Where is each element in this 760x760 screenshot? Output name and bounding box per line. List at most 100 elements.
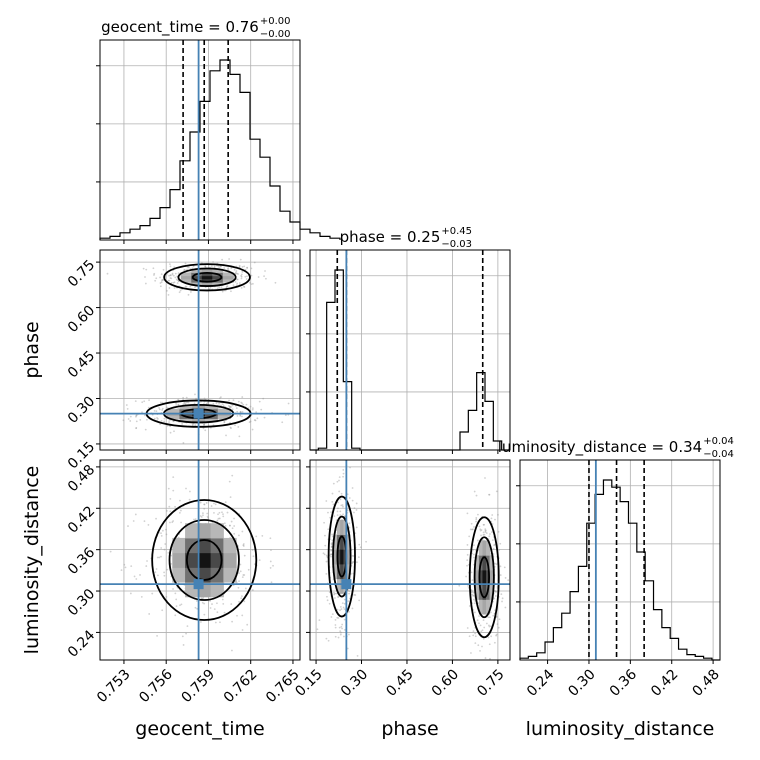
scatter-point-geocent_time|phase xyxy=(251,428,254,431)
scatter-point-geocent_time|phase xyxy=(236,278,239,281)
scatter-point-geocent_time|luminosity_distance xyxy=(169,510,172,513)
scatter-point-geocent_time|luminosity_distance xyxy=(228,524,231,527)
scatter-point-geocent_time|phase xyxy=(241,411,244,413)
scatter-point-geocent_time|phase xyxy=(153,274,155,276)
scatter-point-geocent_time|phase xyxy=(169,277,172,279)
scatter-point-phase|luminosity_distance xyxy=(340,504,343,507)
scatter-point-geocent_time|phase xyxy=(203,424,205,427)
density-block-phase|luminosity_distance xyxy=(340,534,344,550)
scatter-point-geocent_time|phase xyxy=(204,429,207,432)
y-tick-label-luminosity_distance-1: 0.30 xyxy=(65,586,98,619)
scatter-point-phase|luminosity_distance xyxy=(499,542,502,545)
scatter-point-phase|luminosity_distance xyxy=(470,589,473,592)
scatter-point-geocent_time|phase xyxy=(155,277,158,280)
scatter-point-geocent_time|luminosity_distance xyxy=(210,505,213,507)
scatter-point-phase|luminosity_distance xyxy=(479,624,482,627)
scatter-point-geocent_time|phase xyxy=(167,293,170,296)
scatter-point-geocent_time|phase xyxy=(159,401,162,404)
x-tick-label-phase-1: 0.30 xyxy=(338,666,371,699)
density-block-phase|luminosity_distance xyxy=(482,540,487,556)
scatter-point-phase|luminosity_distance xyxy=(339,510,342,513)
scatter-point-geocent_time|luminosity_distance xyxy=(123,563,126,566)
scatter-point-phase|luminosity_distance xyxy=(338,476,341,478)
scatter-point-geocent_time|phase xyxy=(158,407,160,409)
scatter-point-geocent_time|luminosity_distance xyxy=(156,556,159,559)
scatter-point-geocent_time|phase xyxy=(163,420,166,423)
scatter-point-geocent_time|phase xyxy=(190,291,192,293)
scatter-point-geocent_time|phase xyxy=(207,401,210,404)
scatter-point-geocent_time|luminosity_distance xyxy=(209,607,212,609)
scatter-point-phase|luminosity_distance xyxy=(477,644,480,647)
scatter-point-geocent_time|phase xyxy=(240,287,243,289)
title-sub-geocent_time: −0.00 xyxy=(260,29,291,40)
scatter-point-geocent_time|phase xyxy=(176,279,179,282)
scatter-point-phase|luminosity_distance xyxy=(472,594,475,597)
scatter-point-geocent_time|phase xyxy=(127,418,130,420)
scatter-point-phase|luminosity_distance xyxy=(331,492,334,495)
scatter-point-geocent_time|phase xyxy=(239,411,242,413)
scatter-point-geocent_time|phase xyxy=(177,272,180,275)
scatter-point-geocent_time|phase xyxy=(239,411,242,414)
density-block-geocent_time|luminosity_distance xyxy=(185,523,199,539)
scatter-point-geocent_time|luminosity_distance xyxy=(272,564,274,567)
axes-frame-diag-luminosity_distance xyxy=(519,459,721,661)
scatter-point-geocent_time|phase xyxy=(238,435,241,438)
scatter-point-geocent_time|luminosity_distance xyxy=(199,501,202,504)
density-block-phase|luminosity_distance xyxy=(333,549,338,565)
scatter-point-geocent_time|phase xyxy=(255,411,258,414)
density-block-geocent_time|phase xyxy=(179,405,193,410)
scatter-point-geocent_time|phase xyxy=(208,288,211,290)
scatter-point-geocent_time|luminosity_distance xyxy=(120,569,123,572)
scatter-point-geocent_time|phase xyxy=(154,279,157,282)
scatter-point-geocent_time|phase xyxy=(194,424,197,426)
scatter-point-phase|luminosity_distance xyxy=(471,593,474,596)
contour-geocent_time|phase-0-1 xyxy=(177,267,237,287)
truth-marker-phase|luminosity_distance xyxy=(341,579,352,590)
density-block-geocent_time|phase xyxy=(217,408,232,413)
scatter-point-geocent_time|luminosity_distance xyxy=(222,515,225,518)
density-block-geocent_time|luminosity_distance xyxy=(210,523,224,539)
scatter-point-geocent_time|phase xyxy=(213,265,216,268)
scatter-point-geocent_time|luminosity_distance xyxy=(143,520,146,523)
scatter-point-phase|luminosity_distance xyxy=(468,635,471,638)
scatter-point-phase|luminosity_distance xyxy=(353,593,356,596)
scatter-point-phase|luminosity_distance xyxy=(332,482,335,485)
scatter-point-geocent_time|phase xyxy=(171,272,174,275)
scatter-point-geocent_time|phase xyxy=(181,423,184,425)
scatter-point-geocent_time|phase xyxy=(195,397,197,400)
scatter-point-geocent_time|phase xyxy=(173,281,176,284)
scatter-point-geocent_time|luminosity_distance xyxy=(155,517,157,520)
density-block-geocent_time|phase xyxy=(212,269,224,273)
scatter-point-geocent_time|luminosity_distance xyxy=(179,509,182,512)
scatter-point-phase|luminosity_distance xyxy=(503,566,506,569)
density-block-geocent_time|phase xyxy=(222,278,234,283)
scatter-point-phase|luminosity_distance xyxy=(472,634,475,637)
scatter-point-geocent_time|phase xyxy=(153,272,156,275)
scatter-point-geocent_time|phase xyxy=(263,416,266,419)
scatter-point-geocent_time|phase xyxy=(209,286,212,289)
scatter-point-geocent_time|phase xyxy=(250,283,253,286)
scatter-point-geocent_time|luminosity_distance xyxy=(147,524,150,526)
scatter-point-phase|luminosity_distance xyxy=(336,514,339,517)
density-block-geocent_time|phase xyxy=(180,272,192,277)
scatter-point-phase|luminosity_distance xyxy=(485,532,488,535)
scatter-point-phase|luminosity_distance xyxy=(330,546,333,548)
scatter-point-phase|luminosity_distance xyxy=(475,518,478,521)
scatter-point-geocent_time|phase xyxy=(168,279,171,282)
scatter-point-geocent_time|luminosity_distance xyxy=(160,532,162,535)
density-block-geocent_time|phase xyxy=(166,408,180,413)
scatter-point-geocent_time|luminosity_distance xyxy=(203,507,206,510)
density-block-phase|luminosity_distance xyxy=(489,555,494,571)
scatter-point-geocent_time|phase xyxy=(265,277,267,280)
density-block-geocent_time|phase xyxy=(180,275,192,280)
scatter-point-phase|luminosity_distance xyxy=(355,526,358,529)
scatter-point-geocent_time|luminosity_distance xyxy=(167,487,170,490)
truth-marker-geocent_time|phase xyxy=(193,408,204,419)
axes-frame-geocent_time|luminosity_distance xyxy=(99,459,301,661)
scatter-point-geocent_time|luminosity_distance xyxy=(224,525,227,527)
scatter-point-phase|luminosity_distance xyxy=(475,520,477,523)
scatter-point-phase|luminosity_distance xyxy=(483,626,486,629)
scatter-point-geocent_time|phase xyxy=(238,266,241,268)
scatter-point-geocent_time|phase xyxy=(186,401,189,404)
x-tick-label-geocent_time-1: 0.756 xyxy=(136,666,176,706)
